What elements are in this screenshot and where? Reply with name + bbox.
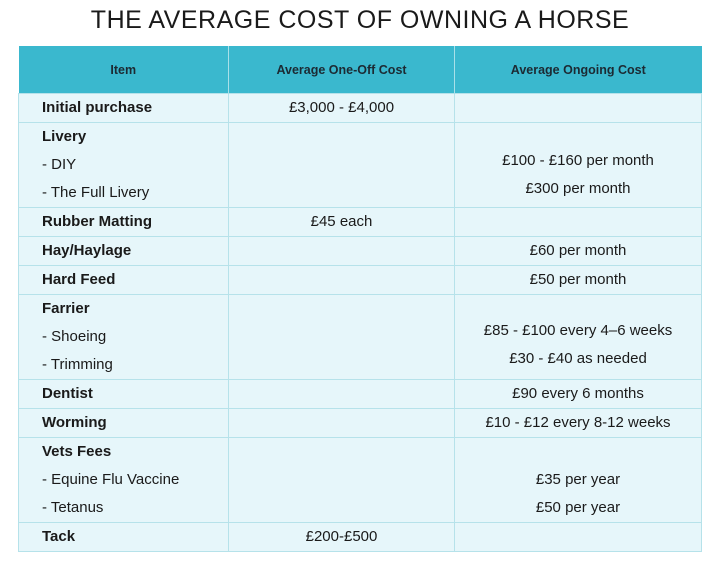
item-cell: Tack [18, 522, 229, 552]
ongoing-cost-cell: £100 - £160 per month £300 per month [454, 122, 702, 208]
ongoing-cost-cell: £85 - £100 every 4–6 weeks £30 - £40 as … [454, 294, 702, 380]
header-item: Item [18, 46, 229, 94]
sub-item-label: - Shoeing [42, 328, 107, 345]
one-off-cost-cell [228, 437, 455, 523]
table-row: Tack £200-£500 [18, 522, 702, 552]
one-off-cost-cell [228, 294, 455, 380]
one-off-cost-cell: £3,000 - £4,000 [228, 93, 455, 123]
table-row: Hard Feed £50 per month [18, 265, 702, 295]
ongoing-cost-line: £35 per year [535, 471, 621, 488]
table-row: Worming £10 - £12 every 8-12 weeks [18, 408, 702, 438]
one-off-cost-cell [228, 122, 455, 208]
table-header-row: Item Average One-Off Cost Average Ongoin… [18, 46, 702, 94]
table-row: Vets Fees - Equine Flu Vaccine - Tetanus… [18, 437, 702, 523]
item-label: Dentist [42, 385, 93, 402]
sub-item-label: - Equine Flu Vaccine [42, 471, 180, 488]
sub-item-label: - Trimming [42, 356, 113, 373]
item-cell: Farrier - Shoeing - Trimming [18, 294, 229, 380]
one-off-cost-cell: £200-£500 [228, 522, 455, 552]
ongoing-cost-cell: £10 - £12 every 8-12 weeks [454, 408, 702, 438]
one-off-cost-cell [228, 408, 455, 438]
ongoing-cost-line: £100 - £160 per month [502, 152, 654, 169]
one-off-cost-cell [228, 379, 455, 409]
ongoing-cost-cell: £50 per month [454, 265, 702, 295]
item-cell: Livery - DIY - The Full Livery [18, 122, 229, 208]
item-cell: Dentist [18, 379, 229, 409]
item-label: Livery [42, 128, 87, 145]
cost-table: Item Average One-Off Cost Average Ongoin… [18, 46, 702, 552]
item-label: Worming [42, 414, 107, 431]
header-ongoing-cost: Average Ongoing Cost [454, 46, 702, 94]
ongoing-cost-cell: £90 every 6 months [454, 379, 702, 409]
ongoing-cost-cell [454, 207, 702, 237]
ongoing-cost-cell: £60 per month [454, 236, 702, 266]
item-label: Hard Feed [42, 271, 116, 288]
item-cell: Vets Fees - Equine Flu Vaccine - Tetanus [18, 437, 229, 523]
table-row: Rubber Matting £45 each [18, 207, 702, 237]
item-cell: Initial purchase [18, 93, 229, 123]
page-title: THE AVERAGE COST OF OWNING A HORSE [90, 6, 630, 34]
one-off-cost-cell [228, 236, 455, 266]
table-row: Livery - DIY - The Full Livery £100 - £1… [18, 122, 702, 208]
item-cell: Worming [18, 408, 229, 438]
ongoing-cost-cell [454, 93, 702, 123]
item-label: Tack [42, 528, 76, 545]
item-cell: Hard Feed [18, 265, 229, 295]
ongoing-cost-cell [454, 522, 702, 552]
one-off-cost-cell: £45 each [228, 207, 455, 237]
ongoing-cost-cell: £35 per year £50 per year [454, 437, 702, 523]
ongoing-cost-line: £50 per year [535, 499, 621, 516]
table-row: Dentist £90 every 6 months [18, 379, 702, 409]
item-cell: Hay/Haylage [18, 236, 229, 266]
table-row: Hay/Haylage £60 per month [18, 236, 702, 266]
sub-item-label: - DIY [42, 156, 77, 173]
header-one-off-cost: Average One-Off Cost [228, 46, 455, 94]
sub-item-label: - Tetanus [42, 499, 104, 516]
item-label: Farrier [42, 300, 90, 317]
item-cell: Rubber Matting [18, 207, 229, 237]
sub-item-label: - The Full Livery [42, 184, 150, 201]
one-off-cost-cell [228, 265, 455, 295]
ongoing-cost-line: £30 - £40 as needed [509, 350, 647, 367]
ongoing-cost-line: £300 per month [525, 180, 631, 197]
item-label: Rubber Matting [42, 213, 152, 230]
table-row: Farrier - Shoeing - Trimming £85 - £100 … [18, 294, 702, 380]
table-row: Initial purchase £3,000 - £4,000 [18, 93, 702, 123]
item-label: Hay/Haylage [42, 242, 132, 259]
item-label: Vets Fees [42, 443, 112, 460]
ongoing-cost-line: £85 - £100 every 4–6 weeks [483, 322, 673, 339]
item-label: Initial purchase [42, 99, 153, 116]
